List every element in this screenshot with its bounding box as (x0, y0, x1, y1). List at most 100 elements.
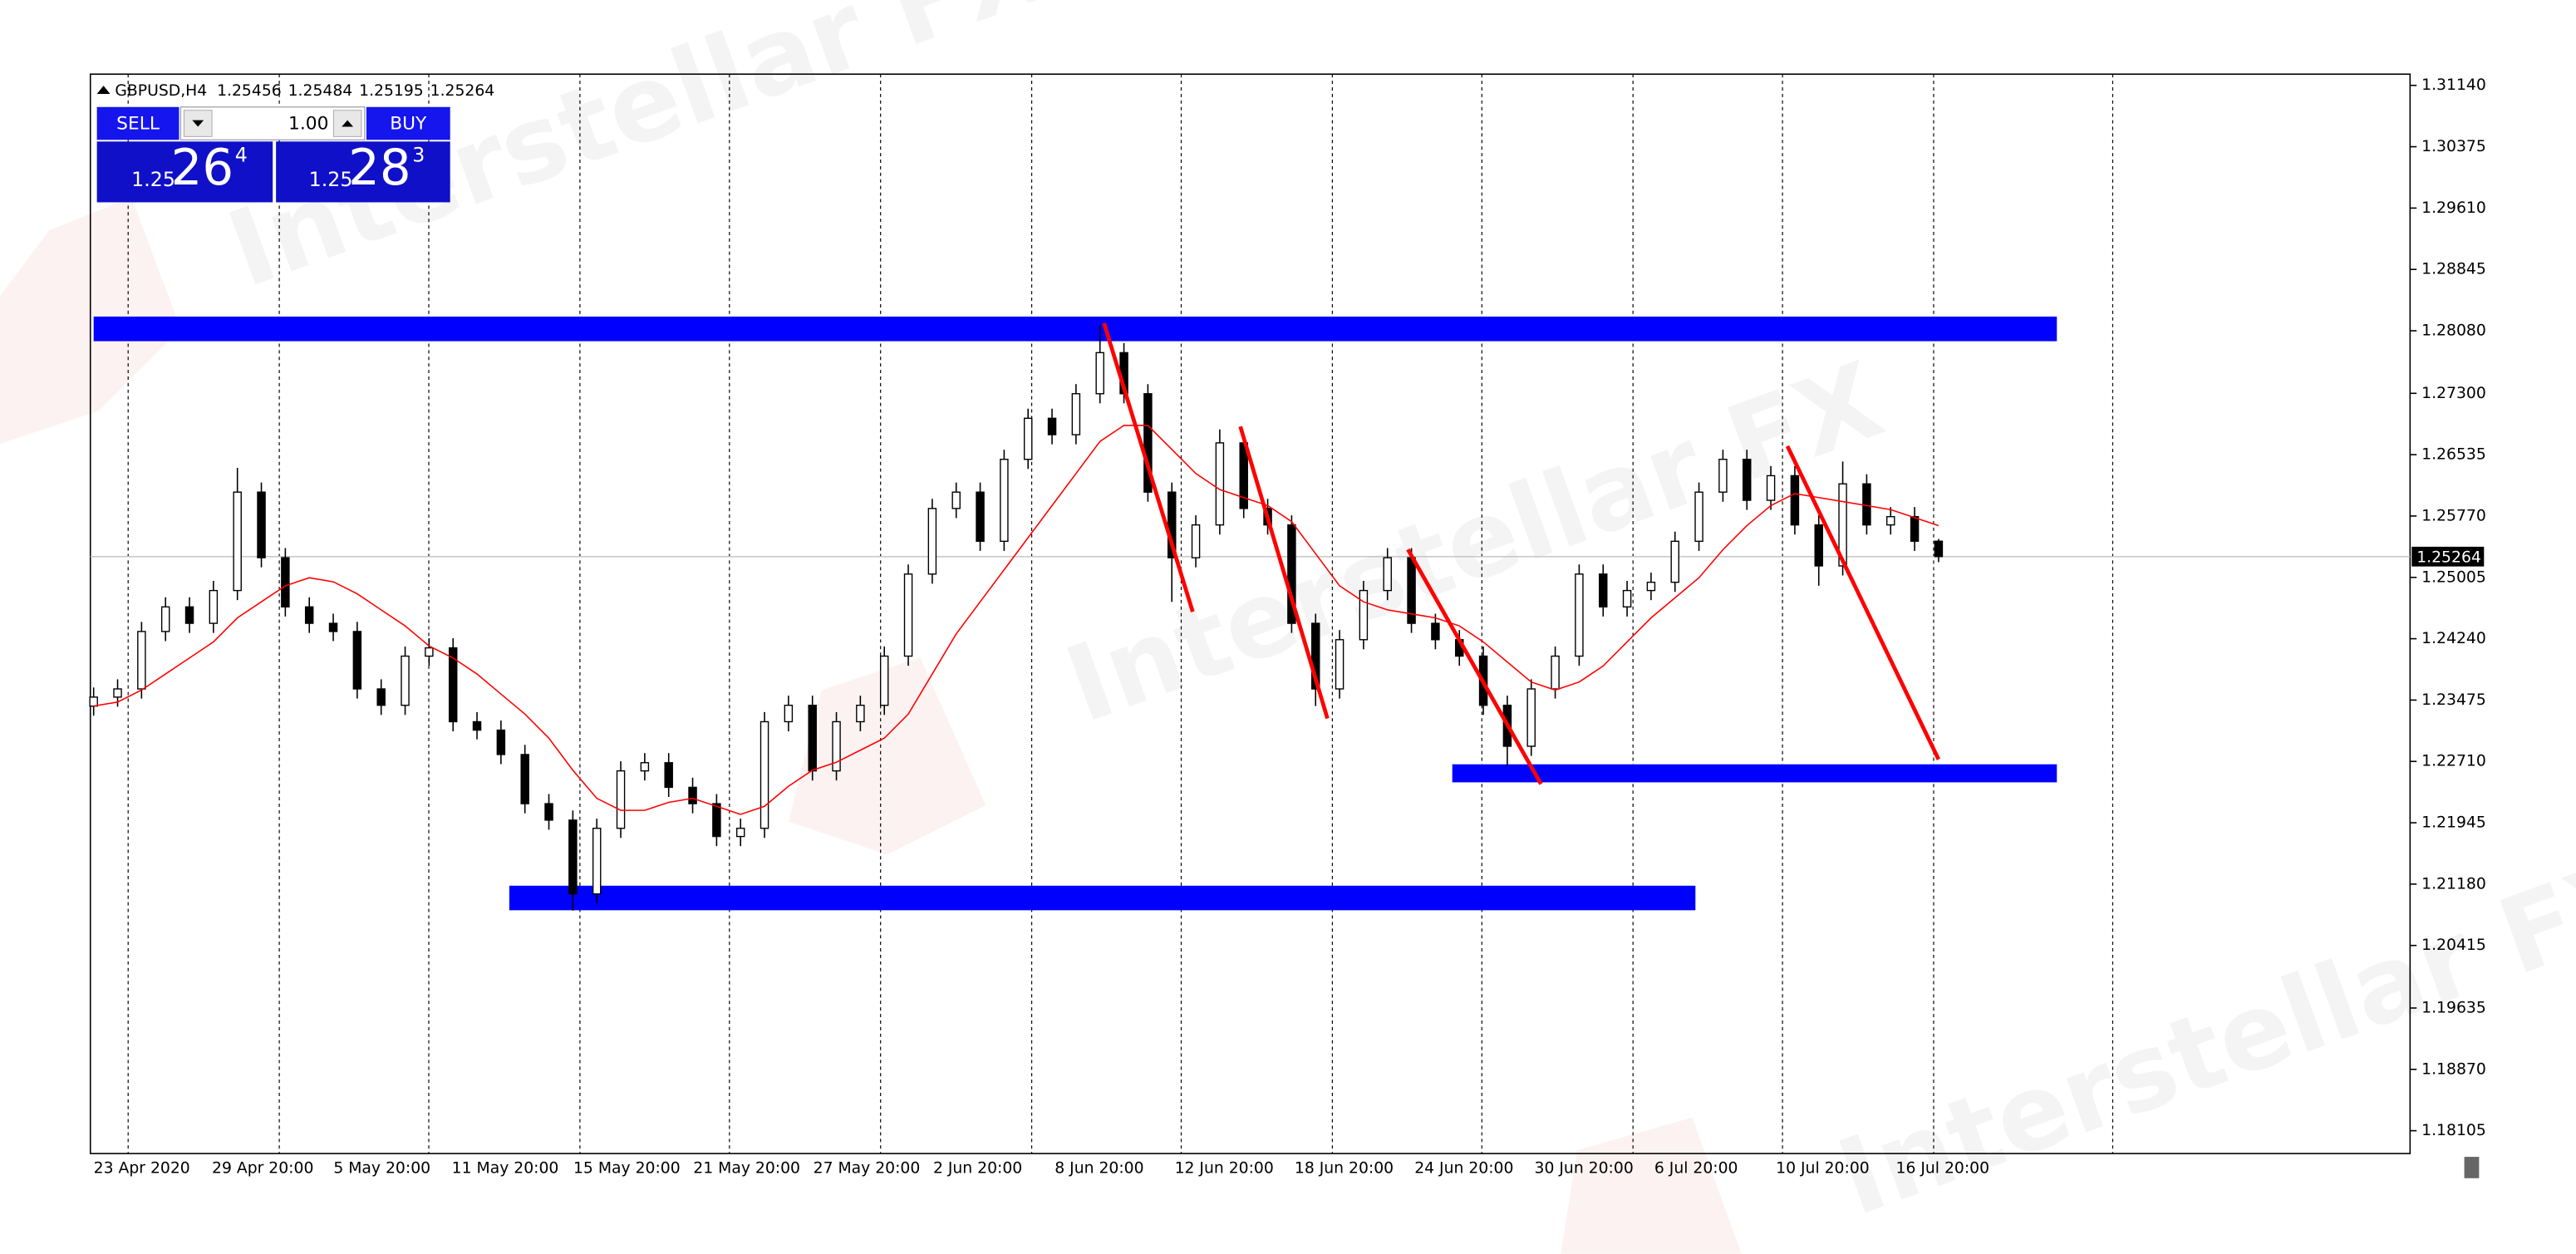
trend-line (1238, 425, 1330, 720)
y-tick-label: 1.23475 (2421, 691, 2486, 709)
candle-body (735, 828, 745, 838)
x-tick-label: 10 Jul 20:00 (1776, 1159, 1870, 1177)
candle-body (832, 720, 841, 772)
candle-body (1215, 442, 1225, 526)
moving-average (93, 425, 1939, 815)
y-tick-label: 1.31140 (2421, 76, 2486, 94)
plot-frame (89, 73, 2411, 1154)
watermark: Interstellar FX (1823, 832, 2576, 1239)
candle-body (304, 606, 314, 624)
candle-body (1886, 516, 1895, 526)
candle-body (425, 647, 434, 657)
candle-body (352, 631, 362, 690)
candle-body (1646, 581, 1656, 592)
candle-body (1383, 557, 1392, 592)
candle-body (281, 557, 290, 607)
y-tick-label: 1.29610 (2421, 199, 2486, 217)
x-tick-label: 27 May 20:00 (814, 1159, 921, 1177)
y-tick-label: 1.18870 (2421, 1060, 2486, 1078)
buy-button[interactable] (366, 106, 450, 140)
candle-body (448, 647, 458, 723)
candle-body (1862, 483, 1871, 526)
y-tick-label: 1.25770 (2421, 507, 2486, 524)
collapse-icon[interactable] (96, 86, 111, 94)
symbol: GBPUSD,H4 (115, 81, 207, 99)
y-tick-label: 1.24240 (2421, 630, 2486, 647)
x-tick-label: 5 May 20:00 (333, 1159, 430, 1177)
candle-body (1551, 655, 1560, 690)
candle-body (760, 720, 769, 829)
candle-body (233, 491, 242, 592)
candle-body (568, 819, 578, 895)
y-tick-label: 1.25005 (2421, 568, 2486, 586)
candle-body (1575, 573, 1584, 657)
candle-body (1143, 393, 1153, 493)
candle-body (784, 705, 794, 723)
y-tick-label: 1.21180 (2421, 875, 2486, 893)
sell-label: SELL (116, 114, 160, 135)
candle-body (903, 573, 913, 657)
candle-body (376, 688, 386, 706)
up-arrow (342, 120, 354, 127)
buy-label: BUY (390, 114, 427, 135)
price-zone (509, 885, 1696, 911)
candle-body (328, 622, 338, 632)
candle-body (592, 828, 602, 895)
candle-body (976, 491, 985, 543)
x-tick-label: 18 Jun 20:00 (1295, 1159, 1394, 1177)
y-tick-label: 1.20415 (2421, 937, 2486, 954)
bid-pips: 26 (171, 139, 234, 196)
x-tick-label: 11 May 20:00 (452, 1159, 559, 1177)
x-tick-label: 8 Jun 20:00 (1054, 1159, 1143, 1177)
candle-body (496, 729, 506, 755)
x-tick-label: 29 Apr 20:00 (212, 1159, 313, 1177)
candle-body (1838, 483, 1847, 567)
candle-body (184, 606, 194, 624)
candle-body (1742, 459, 1752, 501)
candle-body (951, 491, 961, 509)
chart-header: GBPUSD,H4 1.25456 1.25484 1.25195 1.25264 (115, 81, 494, 99)
trend-line (1406, 548, 1543, 785)
candle-body (1526, 688, 1536, 747)
candle-body (1047, 417, 1057, 435)
ask-box[interactable] (276, 141, 450, 203)
x-tick-label: 12 Jun 20:00 (1175, 1159, 1274, 1177)
candle-body (1359, 589, 1369, 641)
candle-body (1718, 459, 1728, 493)
y-tick-label: 1.30375 (2421, 138, 2486, 155)
scroll-icon[interactable] (2464, 1157, 2480, 1178)
lots-value: 1.00 (288, 114, 328, 135)
candle-body (1287, 524, 1296, 624)
candle-body (472, 720, 482, 731)
candle-body (640, 762, 650, 772)
down-arrow (192, 120, 204, 127)
watermark-logo (788, 657, 986, 855)
watermark: Interstellar FX (1051, 339, 1897, 746)
y-tick-label: 1.26535 (2421, 446, 2486, 464)
trend-line (1785, 445, 1941, 760)
ask-frac: 3 (412, 144, 425, 167)
candle-body (1670, 540, 1679, 583)
ask-big: 1.25 (309, 168, 353, 191)
candle-body (712, 803, 721, 838)
candle-body (1694, 491, 1703, 543)
candle-body (1790, 475, 1800, 526)
price-tag-label: 1.25264 (2416, 548, 2481, 566)
candle-body (1431, 622, 1440, 641)
candle-body (89, 696, 98, 707)
candle-body (664, 762, 673, 789)
last-high: 1.25484 (288, 81, 353, 99)
trend-line (1102, 322, 1195, 612)
candle-body (1000, 459, 1009, 543)
price-tag (2411, 546, 2485, 567)
y-tick-label: 1.18105 (2421, 1122, 2486, 1139)
y-tick-label: 1.22710 (2421, 753, 2486, 770)
x-tick-label: 2 Jun 20:00 (933, 1159, 1022, 1177)
candle-body (1191, 524, 1201, 558)
sell-button[interactable] (96, 106, 179, 140)
bid-box[interactable] (96, 141, 273, 203)
bid-frac: 4 (235, 144, 248, 167)
candle-body (688, 786, 697, 804)
